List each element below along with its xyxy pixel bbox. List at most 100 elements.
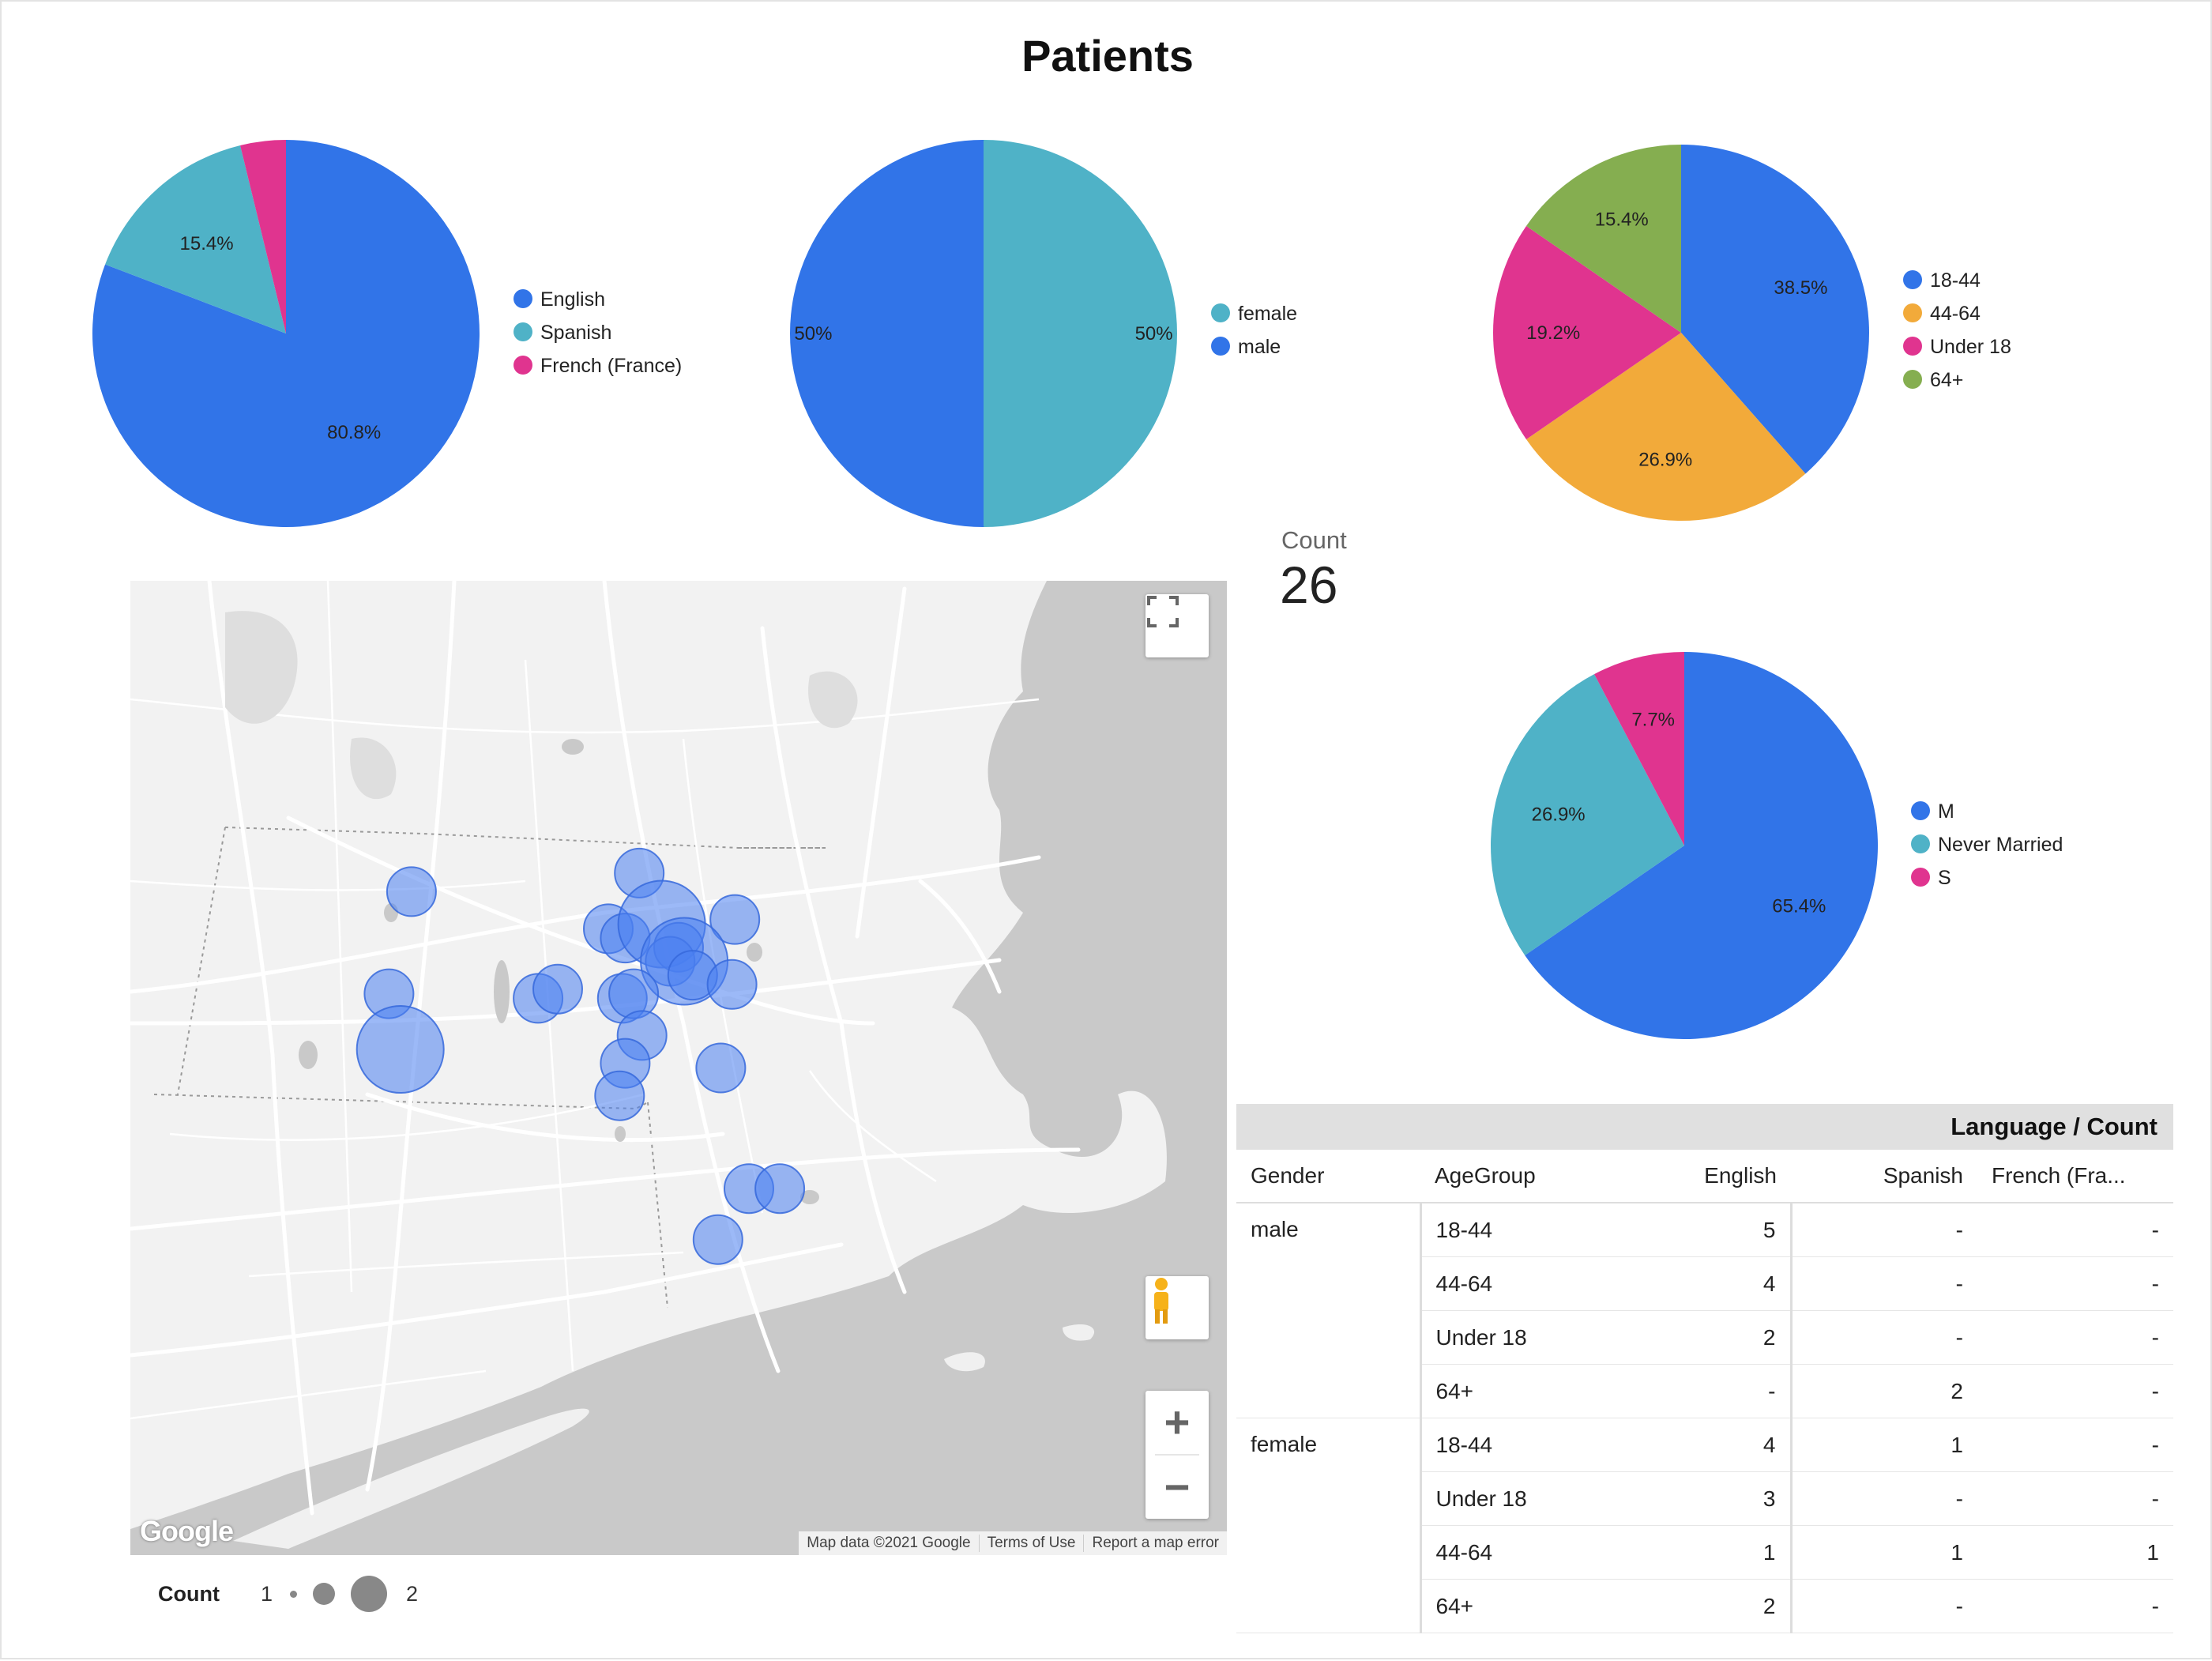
- legend-swatch: [1911, 834, 1930, 853]
- pie-slice-64-[interactable]: [1525, 145, 1681, 333]
- map-bubble[interactable]: [706, 959, 758, 1010]
- pie-pct-label: 19.2%: [1526, 322, 1580, 344]
- map-data-credit: Map data ©2021 Google: [807, 1535, 971, 1551]
- pie-slice-male[interactable]: [790, 140, 984, 527]
- legend-swatch: [1911, 868, 1930, 887]
- google-logo: Google: [140, 1515, 234, 1547]
- page-title: Patients: [1021, 31, 1194, 81]
- legend-swatch: [1903, 337, 1922, 356]
- fullscreen-button[interactable]: [1146, 594, 1209, 657]
- zoom-separator: [1155, 1454, 1199, 1456]
- legend-label[interactable]: male: [1238, 336, 1281, 358]
- pie-pct-label: 26.9%: [1532, 804, 1586, 826]
- table-column-headers: Gender AgeGroup English Spanish French (…: [1236, 1150, 2173, 1203]
- bubble-size-legend: Count 1 2: [158, 1574, 418, 1614]
- map-bubble[interactable]: [608, 968, 660, 1019]
- cell-english: 3: [1604, 1471, 1793, 1526]
- cell-spanish: -: [1791, 1471, 1977, 1526]
- report-map-error-link[interactable]: Report a map error: [1083, 1535, 1227, 1552]
- cell-english: -: [1604, 1364, 1793, 1418]
- cell-gender: female: [1236, 1418, 1422, 1633]
- legend-label[interactable]: 18-44: [1930, 269, 1981, 292]
- table-row: 44-64 4- -: [1236, 1256, 2173, 1311]
- legend-label[interactable]: Spanish: [540, 322, 611, 344]
- pie-slice-18-44[interactable]: [1681, 145, 1869, 474]
- pie-legend: 18-44 44-64 Under 18 64+: [1903, 269, 2011, 391]
- bubble-map[interactable]: + − Google Map data ©2021 Google Terms o…: [130, 581, 1227, 1555]
- table-row: Under 18 2- -: [1236, 1310, 2173, 1365]
- cell-agegroup: Under 18: [1420, 1471, 1604, 1526]
- cell-spanish: -: [1791, 1579, 1977, 1633]
- legend-swatch: [514, 322, 532, 341]
- ocean: [130, 581, 1227, 1555]
- legend-swatch: [514, 356, 532, 375]
- pegman-icon: [1154, 1278, 1168, 1324]
- state-borders: [153, 827, 826, 1309]
- map-bubble[interactable]: [532, 963, 583, 1015]
- legend-label[interactable]: 64+: [1930, 369, 1963, 391]
- pivot-table-header: Language / Count: [1236, 1104, 2173, 1150]
- pie-slice-s[interactable]: [1594, 652, 1684, 846]
- map-bubble[interactable]: [386, 866, 437, 917]
- size-dot-medium: [313, 1583, 335, 1605]
- column-header-french[interactable]: French (Fra...: [1977, 1150, 2173, 1203]
- cell-english: 1: [1604, 1525, 1793, 1580]
- column-header-english[interactable]: English: [1604, 1150, 1791, 1203]
- pie-slice-female[interactable]: [984, 140, 1177, 527]
- pie-legend: M Never Married S: [1911, 800, 2063, 889]
- terms-of-use-link[interactable]: Terms of Use: [978, 1535, 1084, 1552]
- pie-pct-label: 26.9%: [1638, 450, 1692, 471]
- legend-label[interactable]: M: [1938, 800, 1954, 823]
- zoom-in-button[interactable]: +: [1164, 1397, 1191, 1447]
- table-row: 44-64 1 1 1: [1236, 1525, 2173, 1580]
- cell-french: 1: [1977, 1525, 2173, 1580]
- legend-swatch: [1911, 801, 1930, 820]
- cell-spanish: 1: [1791, 1525, 1977, 1580]
- legend-label[interactable]: English: [540, 288, 605, 311]
- cell-spanish: 2: [1791, 1364, 1977, 1418]
- legend-label[interactable]: Under 18: [1930, 336, 2011, 358]
- legend-label[interactable]: female: [1238, 303, 1297, 325]
- legend-label[interactable]: S: [1938, 867, 1951, 889]
- legend-swatch: [514, 289, 532, 308]
- count-label: Count: [1281, 526, 1347, 554]
- cell-french: -: [1977, 1310, 2173, 1365]
- cell-agegroup: 18-44: [1420, 1203, 1604, 1257]
- pie-legend: female male: [1211, 303, 1297, 358]
- pie-slice-spanish[interactable]: [105, 145, 286, 333]
- pie-slice-french-france-[interactable]: [240, 140, 286, 333]
- cell-spanish: -: [1791, 1203, 1977, 1257]
- cell-agegroup: 44-64: [1420, 1256, 1604, 1311]
- map-bubble[interactable]: [695, 1042, 747, 1094]
- map-bubble[interactable]: [754, 1163, 806, 1215]
- pivot-table: Language / Count Gender AgeGroup English…: [1236, 1104, 2173, 1633]
- map-bubble[interactable]: [356, 1005, 445, 1094]
- map-attribution: Map data ©2021 Google Terms of Use Repor…: [799, 1531, 1227, 1555]
- pie-slice-never-married[interactable]: [1491, 674, 1684, 955]
- street-view-button[interactable]: [1146, 1276, 1209, 1339]
- column-header-agegroup[interactable]: AgeGroup: [1420, 1150, 1604, 1203]
- legend-label[interactable]: Never Married: [1938, 834, 2063, 856]
- count-value: 26: [1280, 556, 1338, 614]
- pie-pct-label: 38.5%: [1774, 277, 1827, 299]
- pie-slice-under-18[interactable]: [1493, 225, 1681, 440]
- map-canvas[interactable]: [130, 581, 1227, 1555]
- pie-pct-label: 7.7%: [1631, 710, 1675, 731]
- column-header-gender[interactable]: Gender: [1236, 1150, 1420, 1203]
- pie-slice-english[interactable]: [92, 140, 480, 527]
- cell-english: 4: [1604, 1418, 1793, 1472]
- legend-label[interactable]: French (France): [540, 355, 682, 377]
- fullscreen-icon: [1147, 596, 1179, 627]
- column-header-spanish[interactable]: Spanish: [1791, 1150, 1977, 1203]
- terrain: [225, 611, 858, 800]
- legend-label[interactable]: 44-64: [1930, 303, 1981, 325]
- pie-pct-label: 15.4%: [180, 233, 234, 254]
- map-bubble[interactable]: [709, 894, 761, 945]
- map-bubble[interactable]: [692, 1214, 743, 1265]
- pie-slice-44-64[interactable]: [1525, 333, 1806, 521]
- pie-chart-gender: 50% 50%: [790, 140, 1177, 527]
- zoom-control: + −: [1146, 1391, 1209, 1519]
- zoom-out-button[interactable]: −: [1164, 1462, 1191, 1512]
- pie-slice-m[interactable]: [1525, 652, 1878, 1040]
- map-bubble[interactable]: [594, 1070, 645, 1121]
